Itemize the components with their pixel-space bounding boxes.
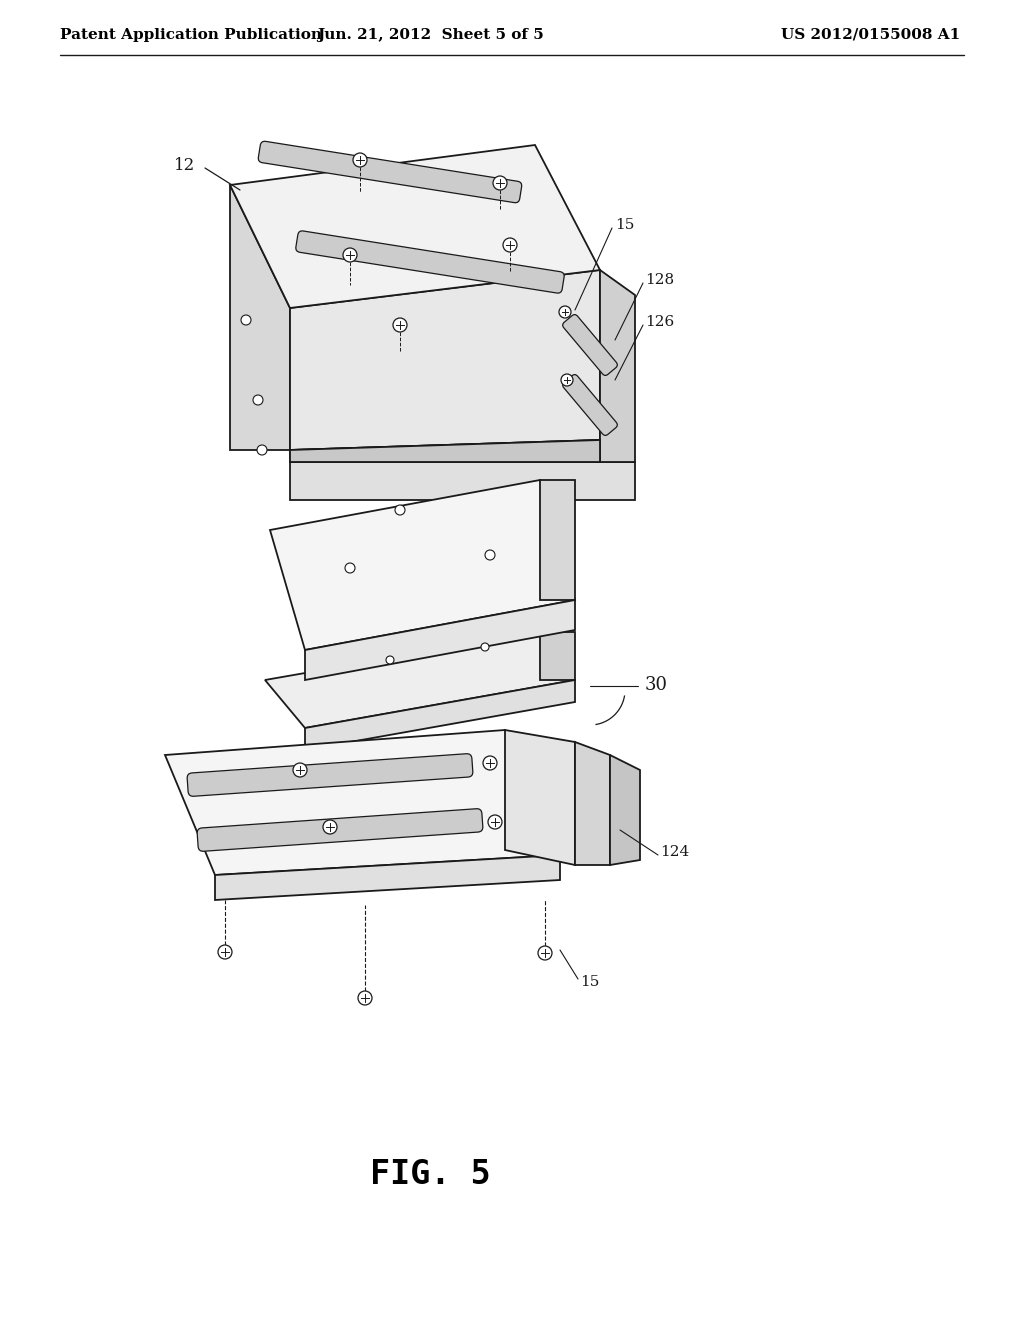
Circle shape (241, 315, 251, 325)
Circle shape (393, 318, 407, 333)
Polygon shape (290, 271, 600, 450)
Circle shape (257, 445, 267, 455)
Circle shape (481, 643, 489, 651)
Circle shape (559, 306, 571, 318)
FancyBboxPatch shape (187, 754, 473, 796)
Polygon shape (270, 480, 575, 649)
Polygon shape (230, 185, 290, 450)
Polygon shape (290, 440, 600, 462)
Polygon shape (265, 632, 575, 729)
Polygon shape (540, 632, 575, 680)
Text: FIG. 5: FIG. 5 (370, 1159, 490, 1192)
Text: 15: 15 (615, 218, 635, 232)
Text: Jun. 21, 2012  Sheet 5 of 5: Jun. 21, 2012 Sheet 5 of 5 (316, 28, 544, 42)
FancyBboxPatch shape (296, 231, 564, 293)
Circle shape (503, 238, 517, 252)
Polygon shape (230, 145, 600, 308)
Circle shape (343, 248, 357, 261)
Circle shape (345, 564, 355, 573)
Polygon shape (290, 462, 635, 500)
Polygon shape (165, 730, 560, 875)
Circle shape (538, 946, 552, 960)
Text: 128: 128 (645, 273, 674, 286)
Text: US 2012/0155008 A1: US 2012/0155008 A1 (780, 28, 961, 42)
Circle shape (323, 820, 337, 834)
FancyBboxPatch shape (258, 141, 521, 203)
Circle shape (218, 945, 232, 960)
Text: 12: 12 (174, 157, 195, 173)
Polygon shape (575, 742, 610, 865)
Circle shape (353, 153, 367, 168)
Text: Patent Application Publication: Patent Application Publication (60, 28, 322, 42)
Polygon shape (305, 680, 575, 750)
Polygon shape (610, 755, 640, 865)
Text: 15: 15 (580, 975, 599, 989)
Polygon shape (215, 855, 560, 900)
Circle shape (483, 756, 497, 770)
FancyBboxPatch shape (562, 314, 617, 375)
Polygon shape (290, 440, 600, 462)
Circle shape (485, 550, 495, 560)
Text: 126: 126 (645, 315, 674, 329)
Polygon shape (505, 730, 575, 865)
Circle shape (493, 176, 507, 190)
Circle shape (395, 506, 406, 515)
Polygon shape (600, 271, 635, 462)
Circle shape (561, 374, 573, 385)
Circle shape (293, 763, 307, 777)
Text: 124: 124 (660, 845, 689, 859)
Circle shape (488, 814, 502, 829)
Circle shape (253, 395, 263, 405)
Polygon shape (540, 480, 575, 601)
Text: 30: 30 (645, 676, 668, 694)
FancyBboxPatch shape (562, 375, 617, 436)
FancyBboxPatch shape (198, 809, 483, 851)
Polygon shape (305, 601, 575, 680)
Circle shape (386, 656, 394, 664)
Circle shape (358, 991, 372, 1005)
